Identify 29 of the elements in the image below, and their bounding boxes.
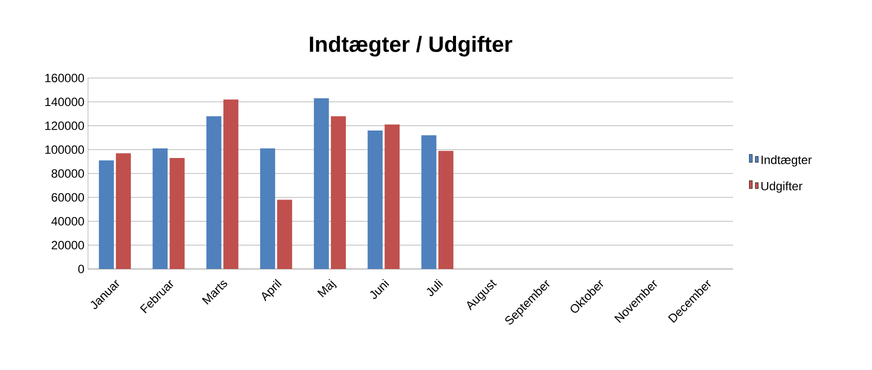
y-tick-label: 0 bbox=[78, 264, 84, 274]
y-tick-label: 160000 bbox=[45, 74, 84, 82]
bar bbox=[277, 200, 292, 269]
bar bbox=[170, 158, 185, 269]
y-tick-label: 120000 bbox=[45, 122, 84, 130]
bar bbox=[330, 116, 346, 269]
y-tick-label: 60000 bbox=[52, 193, 84, 202]
bar bbox=[116, 153, 131, 269]
y-tick-label: 20000 bbox=[52, 240, 84, 250]
y-tick-label: 140000 bbox=[45, 98, 84, 106]
x-tick-label: Maj bbox=[317, 278, 337, 298]
legend-label: Udgifter bbox=[761, 182, 802, 193]
bar bbox=[421, 135, 436, 269]
bar bbox=[314, 98, 329, 269]
bar bbox=[206, 116, 222, 269]
chart-title: Indtægter / Udgifter bbox=[310, 36, 512, 56]
bar bbox=[438, 150, 454, 269]
y-tick-label: 80000 bbox=[52, 169, 84, 178]
x-tick-label: Juli bbox=[426, 278, 443, 296]
bar bbox=[98, 160, 114, 269]
y-tick-label: 40000 bbox=[51, 217, 84, 226]
bar bbox=[368, 130, 383, 269]
bar bbox=[384, 124, 400, 269]
x-tick-label: Juni bbox=[370, 278, 390, 299]
legend-label: Indtægter bbox=[762, 155, 812, 166]
bar bbox=[223, 99, 238, 269]
y-tick-label: 100000 bbox=[45, 145, 84, 154]
bar bbox=[260, 148, 276, 269]
bar bbox=[152, 148, 168, 269]
